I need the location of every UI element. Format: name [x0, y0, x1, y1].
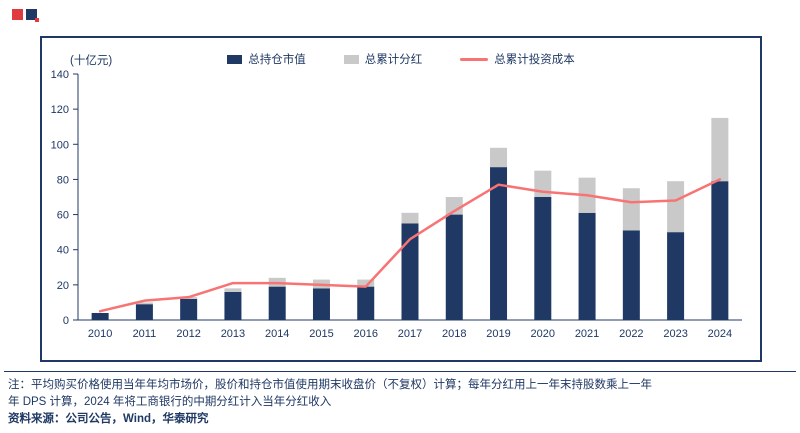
legend-swatch-dividend — [343, 54, 359, 64]
svg-text:2017: 2017 — [398, 328, 422, 340]
legend-label-market-value: 总持仓市值 — [248, 54, 306, 66]
huatai-logo — [12, 9, 39, 22]
logo-navy-square-icon — [26, 9, 39, 22]
svg-text:80: 80 — [57, 174, 69, 186]
svg-text:2022: 2022 — [619, 328, 643, 340]
footer-notes: 注：平均购买价格使用当年年均市场价，股价和持仓市值使用期末收盘价（不复权）计算；… — [8, 377, 794, 428]
source-line: 资料来源：公司公告，Wind，华泰研究 — [8, 413, 209, 425]
note-line-1: 注：平均购买价格使用当年年均市场价，股价和持仓市值使用期末收盘价（不复权）计算；… — [8, 379, 652, 391]
svg-text:2012: 2012 — [176, 328, 200, 340]
y-axis-unit-label: (十亿元) — [70, 55, 113, 67]
svg-text:2016: 2016 — [353, 328, 377, 340]
svg-text:2024: 2024 — [708, 328, 732, 340]
svg-text:2013: 2013 — [221, 328, 245, 340]
logo-red-square-icon — [12, 9, 23, 20]
svg-text:60: 60 — [57, 210, 69, 222]
svg-text:2010: 2010 — [88, 328, 112, 340]
svg-text:100: 100 — [51, 139, 69, 151]
svg-text:2023: 2023 — [663, 328, 687, 340]
svg-text:2018: 2018 — [442, 328, 466, 340]
chart-frame: (十亿元) 总持仓市值 总累计分红 总累计投资成本 0 20 40 60 80 100 12… — [40, 36, 762, 362]
legend-line-swatch-cost — [460, 57, 489, 61]
legend-label-dividend: 总累计分红 — [364, 54, 423, 66]
legend-item-market-value: 总持仓市值 — [227, 51, 306, 67]
plot-svg: 0 20 40 60 80 100 120 140 2010 2011 2012 2013 2014 20… — [51, 69, 742, 340]
note-line-2: 年 DPS 计算，2024 年将工商银行的中期分红计入当年分红收入 — [8, 396, 332, 408]
footer-separator-line — [4, 371, 796, 372]
svg-text:140: 140 — [51, 69, 69, 81]
svg-text:2020: 2020 — [531, 328, 555, 340]
svg-text:120: 120 — [51, 104, 69, 116]
chart-legend: 总持仓市值 总累计分红 总累计投资成本 — [42, 51, 760, 67]
svg-text:2021: 2021 — [575, 328, 599, 340]
svg-text:0: 0 — [63, 315, 69, 327]
legend-item-cost: 总累计投资成本 — [460, 51, 575, 67]
legend-swatch-market-value — [227, 54, 243, 64]
svg-text:2019: 2019 — [486, 328, 510, 340]
svg-text:2015: 2015 — [309, 328, 333, 340]
svg-text:40: 40 — [57, 245, 69, 257]
svg-text:2011: 2011 — [133, 328, 157, 340]
svg-text:20: 20 — [57, 280, 69, 292]
legend-item-dividend: 总累计分红 — [343, 51, 423, 67]
legend-label-cost: 总累计投资成本 — [494, 54, 575, 66]
svg-text:2014: 2014 — [265, 328, 289, 340]
